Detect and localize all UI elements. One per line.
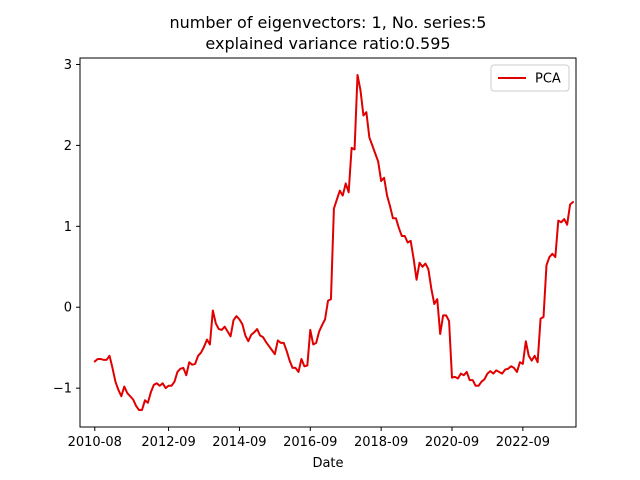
x-tick-label: 2010-08	[68, 435, 122, 450]
legend: PCA	[490, 64, 570, 92]
y-tick-label: 1	[64, 220, 72, 235]
y-tick-label: 3	[64, 58, 72, 73]
y-tick-label: 2	[64, 139, 72, 154]
plot-area	[93, 73, 575, 412]
x-tick-label: 2012-09	[141, 435, 195, 450]
legend-label-pca: PCA	[535, 72, 561, 87]
x-tick-label: 2016-09	[283, 435, 337, 450]
y-tick-label: −1	[53, 382, 72, 397]
y-tick-label: 0	[64, 301, 72, 316]
series-line-pca	[93, 73, 575, 412]
chart-title-line-1: number of eigenvectors: 1, No. series:5	[170, 13, 487, 32]
x-tick-label: 2014-09	[212, 435, 266, 450]
x-axis-label: Date	[312, 456, 343, 471]
x-tick-label: 2020-09	[425, 435, 479, 450]
x-tick-label: 2022-09	[496, 435, 550, 450]
x-tick-label: 2018-09	[354, 435, 408, 450]
chart-title-line-2: explained variance ratio:0.595	[205, 34, 450, 53]
x-axis: 2010-08 2012-09 2014-09 2016-09 2018-09 2020-…	[68, 427, 550, 450]
legend-box	[490, 64, 570, 92]
plot-frame	[79, 57, 577, 428]
y-axis: −1 0 1 2 3	[53, 58, 80, 397]
